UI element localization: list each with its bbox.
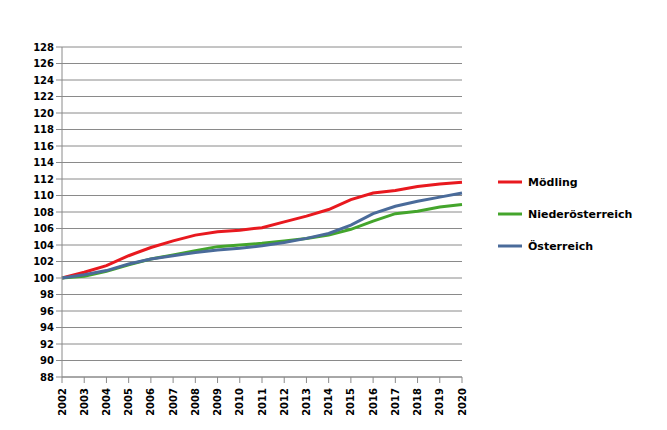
svg-text:2004: 2004 xyxy=(101,388,112,416)
svg-text:126: 126 xyxy=(33,58,54,69)
svg-text:92: 92 xyxy=(40,339,54,350)
svg-text:112: 112 xyxy=(33,174,54,185)
html-text:Mödling: Mödling xyxy=(528,175,578,189)
svg-text:2010: 2010 xyxy=(234,388,245,416)
svg-text:94: 94 xyxy=(40,322,54,333)
svg-text:102: 102 xyxy=(33,256,54,267)
svg-text:2009: 2009 xyxy=(212,388,223,416)
svg-text:114: 114 xyxy=(33,157,54,168)
svg-text:2015: 2015 xyxy=(345,388,356,416)
svg-text:2014: 2014 xyxy=(323,388,334,416)
svg-text:2019: 2019 xyxy=(434,388,445,416)
svg-text:96: 96 xyxy=(40,306,54,317)
svg-text:110: 110 xyxy=(33,190,54,201)
svg-text:2005: 2005 xyxy=(123,388,134,416)
svg-text:2018: 2018 xyxy=(412,388,423,416)
svg-text:2006: 2006 xyxy=(145,388,156,416)
svg-text:104: 104 xyxy=(33,240,54,251)
html-text:Österreich: Österreich xyxy=(528,239,594,253)
svg-text:2017: 2017 xyxy=(390,388,401,416)
svg-text:2011: 2011 xyxy=(257,388,268,416)
svg-text:116: 116 xyxy=(33,141,54,152)
svg-text:108: 108 xyxy=(33,207,54,218)
svg-text:2008: 2008 xyxy=(190,388,201,416)
svg-text:124: 124 xyxy=(33,75,54,86)
svg-text:118: 118 xyxy=(33,124,54,135)
svg-text:120: 120 xyxy=(33,108,54,119)
svg-text:100: 100 xyxy=(33,273,54,284)
svg-text:90: 90 xyxy=(40,355,54,366)
svg-text:2003: 2003 xyxy=(79,388,90,416)
svg-text:128: 128 xyxy=(33,42,54,53)
svg-text:106: 106 xyxy=(33,223,54,234)
svg-text:122: 122 xyxy=(33,91,54,102)
svg-text:2012: 2012 xyxy=(279,388,290,416)
html-text:Niederösterreich: Niederösterreich xyxy=(528,207,633,221)
svg-text:2016: 2016 xyxy=(368,388,379,416)
svg-text:98: 98 xyxy=(40,289,54,300)
svg-text:2007: 2007 xyxy=(168,388,179,416)
svg-text:2013: 2013 xyxy=(301,388,312,416)
svg-text:2020: 2020 xyxy=(457,388,468,416)
svg-text:88: 88 xyxy=(40,372,54,383)
svg-text:2002: 2002 xyxy=(57,388,68,416)
